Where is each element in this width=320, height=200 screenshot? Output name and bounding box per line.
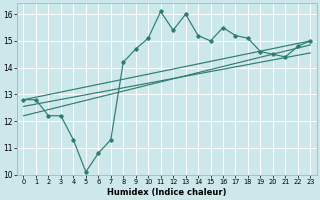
X-axis label: Humidex (Indice chaleur): Humidex (Indice chaleur) xyxy=(107,188,227,197)
